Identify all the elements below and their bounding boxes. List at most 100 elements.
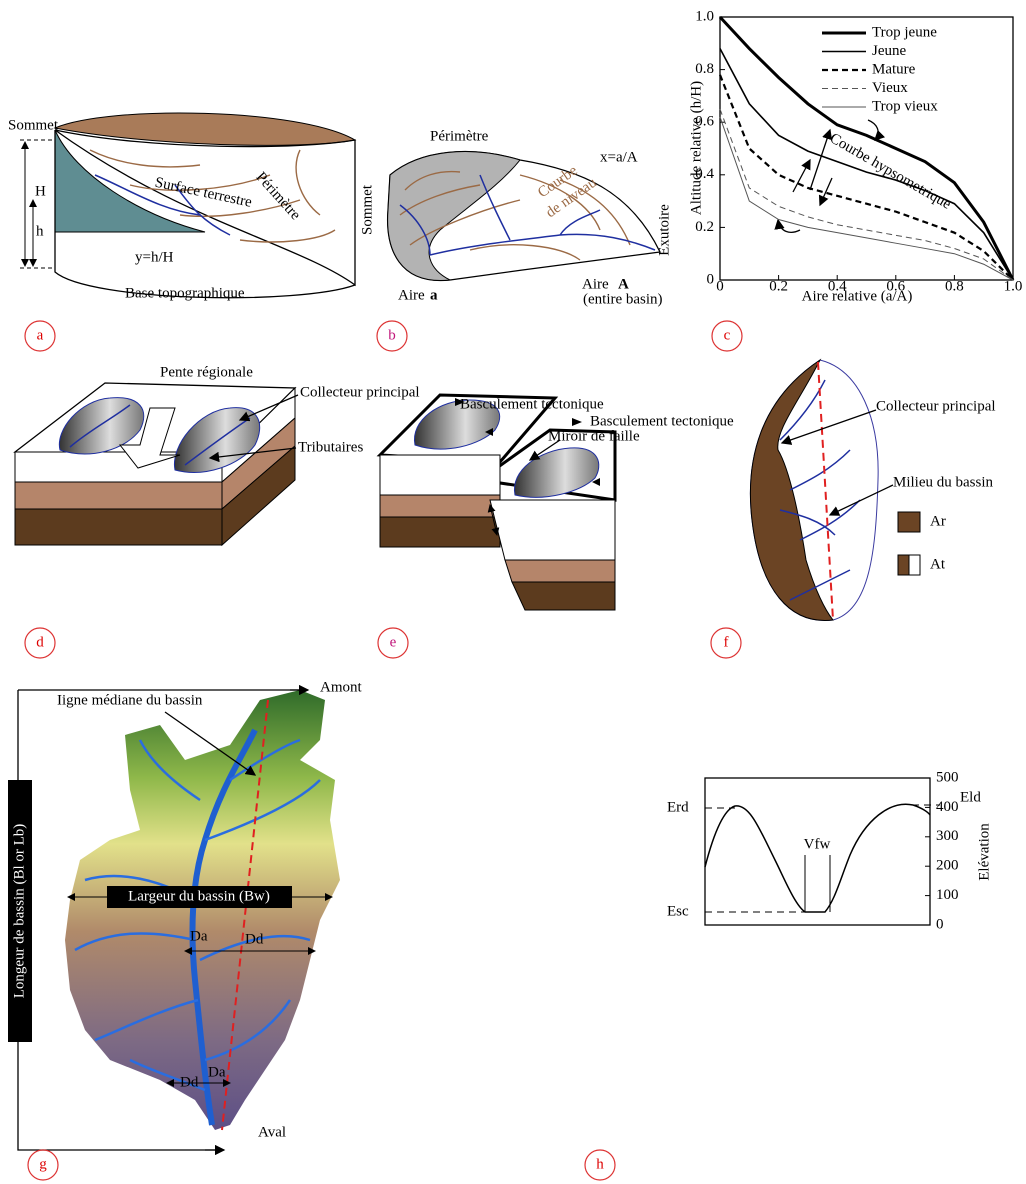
- panel-letter: g: [39, 1156, 47, 1172]
- label: Milieu du bassin: [893, 474, 993, 490]
- label: Surface terrestre: [153, 175, 253, 211]
- panel-e: Basculement tectonique Miroir de faille …: [380, 395, 734, 610]
- label: y=h/H: [135, 249, 174, 265]
- label: Aire: [582, 276, 609, 292]
- layer-light: [505, 560, 615, 582]
- panel-d: Pente régionale Collecteur principal Tri…: [15, 364, 420, 545]
- y-tick-label: 0.8: [695, 61, 714, 77]
- layer-light: [380, 495, 500, 517]
- label: Erd: [667, 799, 689, 815]
- label: Aval: [258, 1124, 286, 1140]
- y-axis-label: Altitude relative (h/H): [688, 81, 704, 215]
- figure: Sommet H h Surface terrestre Périmètre y…: [0, 0, 1026, 1184]
- legend-label: At: [930, 556, 946, 572]
- label: Aire: [398, 287, 425, 303]
- label: Esc: [667, 903, 689, 919]
- x-tick-label: 0.6: [886, 278, 905, 294]
- panel-letter: h: [596, 1156, 604, 1172]
- label: Amont: [320, 679, 363, 695]
- label: Vfw: [804, 836, 831, 852]
- label: Basculement tectonique: [590, 413, 734, 429]
- panel-g: Longeur de bassin (Bl or Lb) Largeur du …: [8, 679, 363, 1150]
- legend-label: Ar: [930, 513, 946, 529]
- label: Périmètre: [252, 169, 303, 223]
- panel-a: Sommet H h Surface terrestre Périmètre y…: [8, 113, 355, 301]
- label: H: [35, 183, 46, 199]
- legend-swatch: [909, 555, 920, 575]
- panel-letter: f: [724, 634, 729, 650]
- x-tick-label: 1.0: [1004, 278, 1023, 294]
- label: Sommet: [359, 184, 375, 235]
- legend-label: Trop jeune: [872, 24, 937, 40]
- label: Dd: [245, 931, 264, 947]
- y-axis-label: Elévation: [976, 823, 992, 881]
- label: Basculement tectonique: [460, 396, 604, 412]
- label: A: [618, 276, 629, 292]
- label: Largeur du bassin (Bw): [128, 888, 270, 904]
- curve: [720, 117, 1013, 280]
- label: Eld: [960, 789, 981, 805]
- annotation: Courbe hypsometrique: [827, 130, 954, 213]
- top-surface: [55, 113, 355, 145]
- y-tick-label: 0.4: [695, 166, 714, 182]
- label: Tributaires: [298, 439, 363, 455]
- x-tick-label: 0.2: [769, 278, 788, 294]
- label: (entire basin): [583, 291, 663, 307]
- layer-dark: [512, 582, 615, 610]
- layer-white: [380, 455, 500, 495]
- label: Collecteur principal: [300, 384, 420, 400]
- panel-b: Périmètre x=a/A Courbe de niveau Sommet …: [359, 128, 672, 307]
- y-tick-label: 400: [936, 799, 959, 815]
- label: Pente régionale: [160, 364, 253, 380]
- label: Miroir de faille: [548, 428, 640, 444]
- label: Sommet: [8, 117, 59, 133]
- legend-label: Mature: [872, 61, 916, 77]
- label: Da: [190, 928, 208, 944]
- y-tick-label: 100: [936, 887, 959, 903]
- y-tick-label: 1.0: [695, 8, 714, 24]
- valley-profile: [705, 804, 930, 912]
- x-tick-label: 0.4: [828, 278, 847, 294]
- floor-lines: [805, 855, 830, 912]
- y-tick-label: 0: [936, 916, 944, 932]
- x-tick-label: 0.8: [945, 278, 964, 294]
- page: {"panel_a": {"letter": "a", "summit": "S…: [0, 0, 1026, 1184]
- y-tick-label: 0.6: [695, 114, 714, 130]
- label: Périmètre: [430, 128, 489, 144]
- x-tick-label: 0: [716, 278, 724, 294]
- y-tick-label: 500: [936, 769, 959, 785]
- label: Dd: [180, 1074, 199, 1090]
- layer-dark: [380, 517, 500, 547]
- tilt-arrow: [572, 418, 582, 426]
- reference-lines: [705, 805, 940, 912]
- label: Base topographique: [125, 285, 245, 301]
- label: Longeur de bassin (Bl or Lb): [11, 824, 27, 999]
- y-tick-label: 0: [707, 271, 715, 287]
- panel-letter: e: [390, 634, 397, 650]
- panel-h: Eld Erd Vfw Esc Elévation 0 100 200 300 400 5…: [667, 769, 992, 932]
- legend-swatch: [898, 512, 920, 532]
- legend-label: Trop vieux: [872, 98, 938, 114]
- label: Exutoire: [656, 204, 672, 256]
- panel-letter: b: [388, 327, 396, 343]
- label: a: [430, 287, 438, 303]
- legend-label: Jeune: [872, 43, 906, 59]
- panel-letter: c: [724, 327, 731, 343]
- legend-label: Vieux: [872, 80, 908, 96]
- curve: [720, 75, 1013, 280]
- label: Da: [208, 1064, 226, 1080]
- y-tick-label: 0.2: [695, 219, 714, 235]
- panel-letter: d: [36, 634, 44, 650]
- y-tick-label: 200: [936, 858, 959, 874]
- legend-swatch: [898, 555, 909, 575]
- annotation-arrows: [810, 130, 830, 190]
- label: h: [36, 223, 44, 239]
- panel-letter: a: [37, 327, 44, 343]
- layer-light: [15, 482, 222, 509]
- label: x=a/A: [600, 149, 638, 165]
- layer-white: [490, 500, 615, 560]
- label: Iigne médiane du bassin: [57, 692, 203, 708]
- y-tick-label: 300: [936, 828, 959, 844]
- label: Collecteur principal: [876, 398, 996, 414]
- panel-c: Altitude relative (h/H) Aire relative (a…: [688, 8, 1022, 304]
